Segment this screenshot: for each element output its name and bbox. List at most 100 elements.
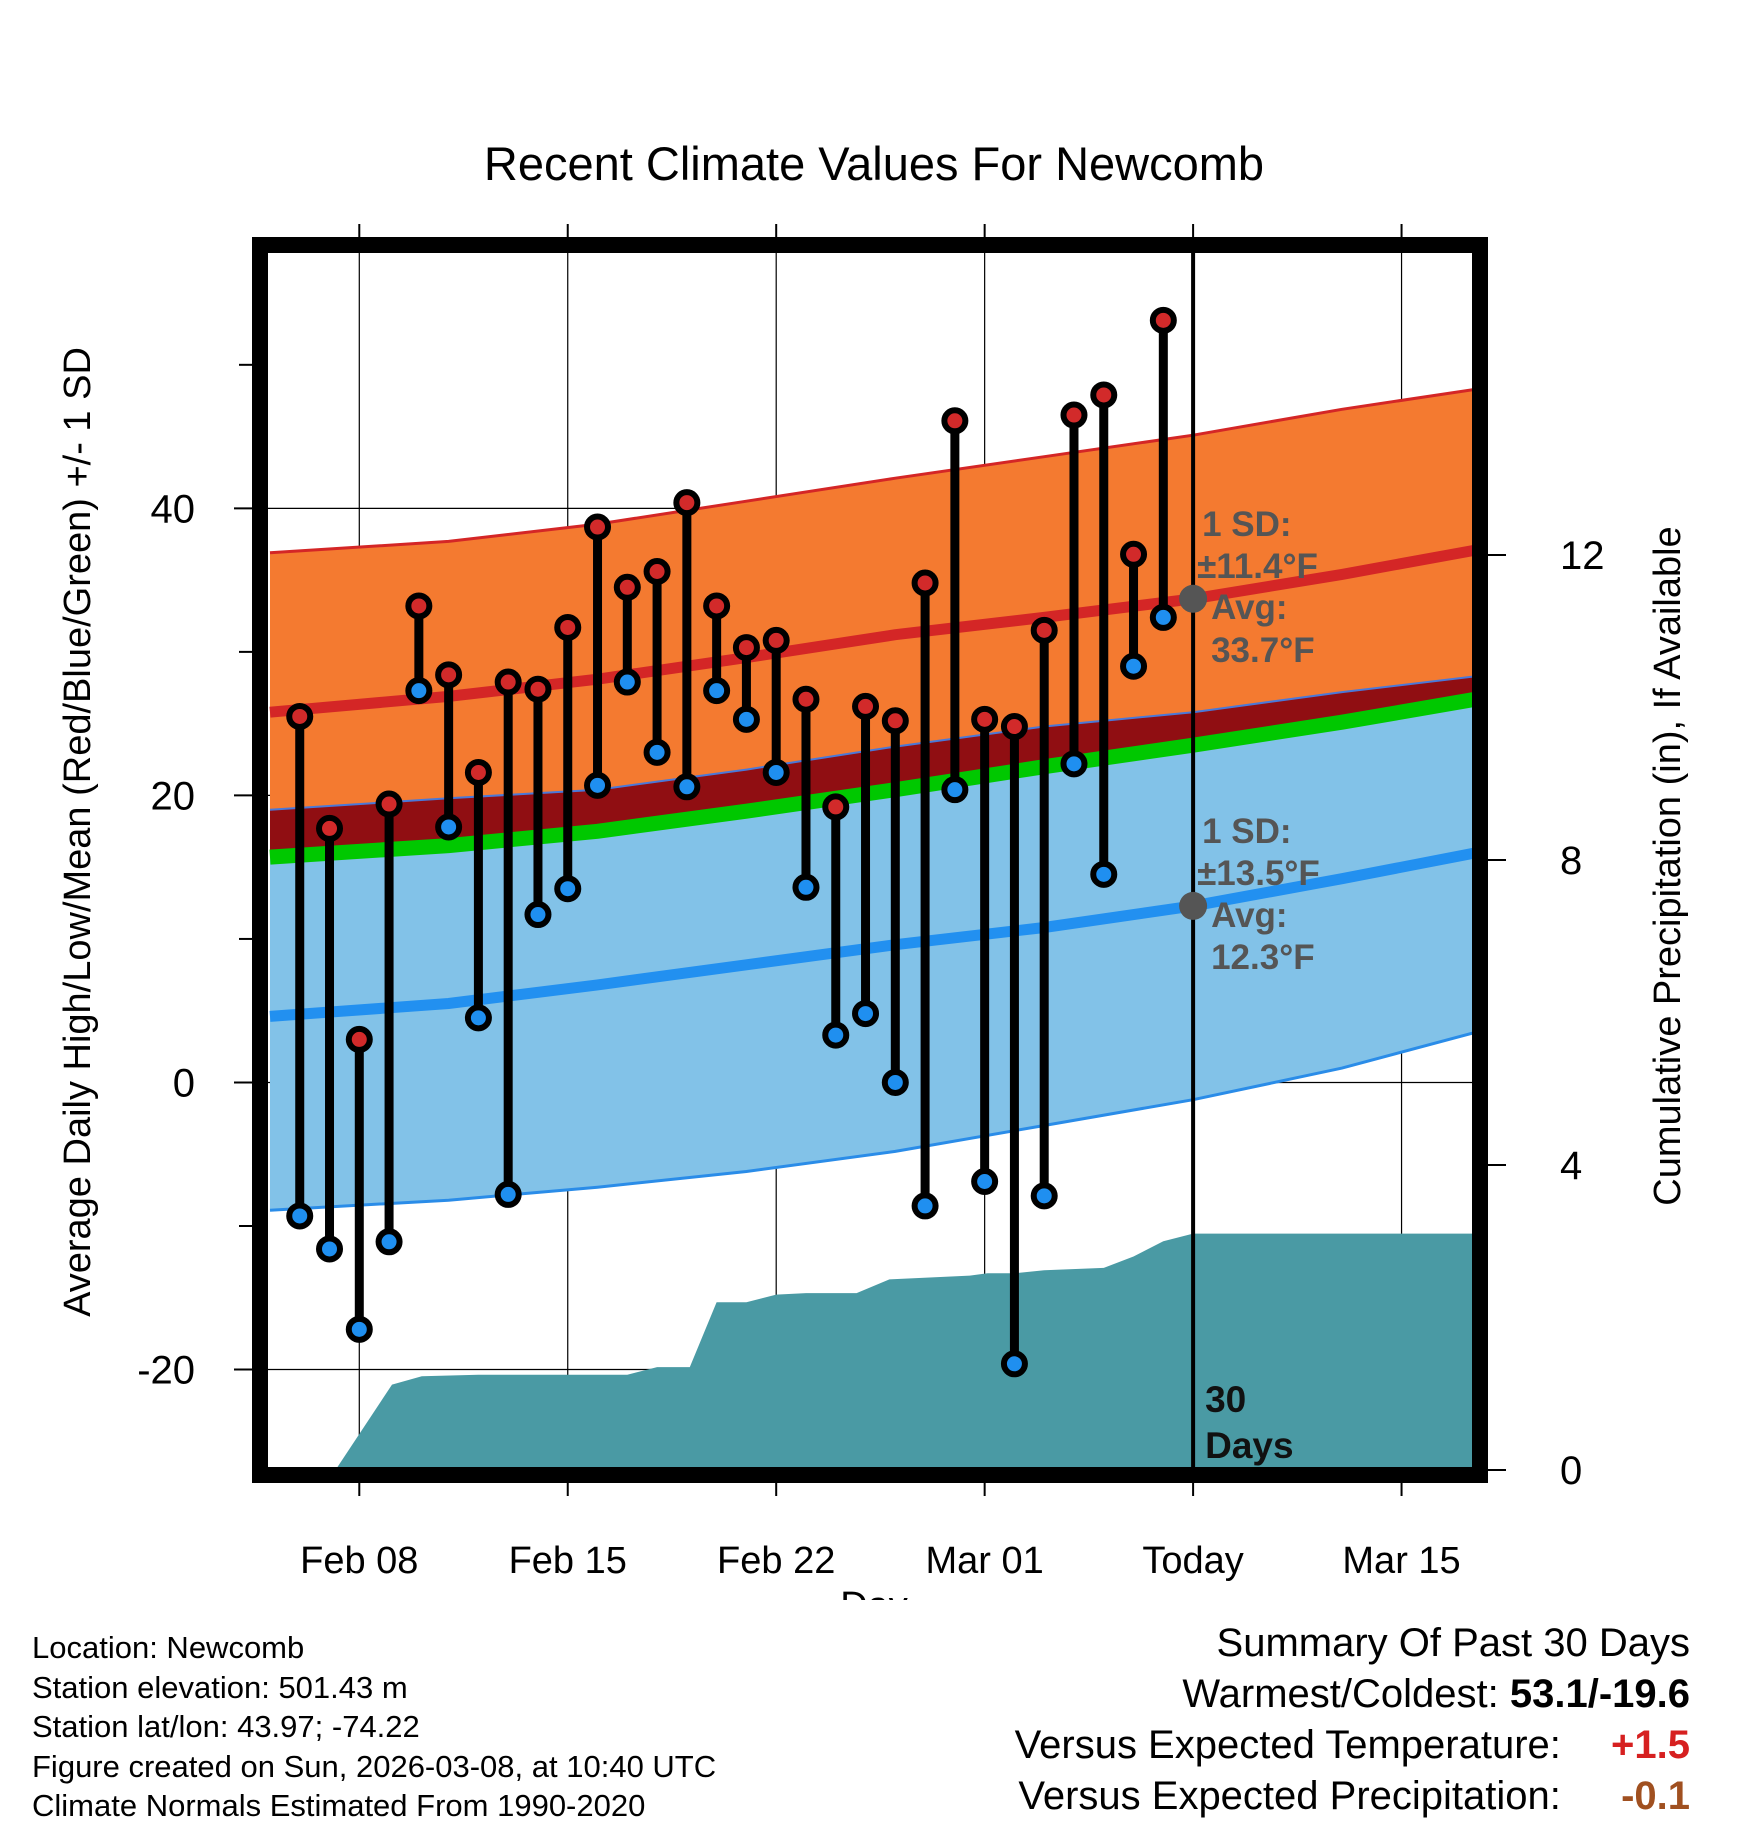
meta-latlon: Station lat/lon: 43.97; -74.22 xyxy=(32,1709,420,1744)
low-marker xyxy=(852,1000,880,1028)
low-marker xyxy=(762,758,790,786)
x-tick-label: Feb 15 xyxy=(509,1540,627,1582)
high-marker xyxy=(1149,306,1177,334)
high-marker xyxy=(405,592,433,620)
high-marker xyxy=(881,707,909,735)
low-marker xyxy=(911,1192,939,1220)
high-marker xyxy=(911,569,939,597)
precip-days-word: Days xyxy=(1205,1425,1293,1466)
low-marker xyxy=(703,677,731,705)
low-marker xyxy=(524,901,552,929)
low-marker xyxy=(613,668,641,696)
high-avg-value: 33.7°F xyxy=(1211,631,1315,670)
meta-created: Figure created on Sun, 2026-03-08, at 10… xyxy=(32,1748,717,1784)
low-marker xyxy=(405,677,433,705)
x-tick-label: Feb 22 xyxy=(717,1540,835,1582)
x-tick-label: Today xyxy=(1142,1540,1243,1582)
low-marker xyxy=(584,771,612,799)
high-marker xyxy=(435,661,463,689)
high-avg-label: Avg: xyxy=(1211,588,1287,627)
high-marker xyxy=(1000,713,1028,741)
low-sd-label: 1 SD: xyxy=(1202,812,1291,851)
low-marker xyxy=(792,873,820,901)
summary-temp-value: +1.5 xyxy=(1611,1723,1690,1767)
low-marker xyxy=(1149,603,1177,631)
y2-tick-label: 8 xyxy=(1560,839,1582,883)
high-marker xyxy=(1120,540,1148,568)
low-marker xyxy=(732,705,760,733)
y-tick-label: 40 xyxy=(151,487,196,531)
high-marker xyxy=(613,573,641,601)
precip-area xyxy=(335,1233,1476,1470)
low-marker xyxy=(673,773,701,801)
low-marker xyxy=(345,1315,373,1343)
high-marker xyxy=(375,790,403,818)
low-marker xyxy=(494,1180,522,1208)
low-marker xyxy=(464,1004,492,1032)
summary-temp-row: Versus Expected Temperature: +1.5 xyxy=(1015,1720,1690,1771)
high-marker xyxy=(1030,616,1058,644)
high-marker xyxy=(286,702,314,730)
high-marker xyxy=(852,692,880,720)
precip-days-number: 30 xyxy=(1205,1379,1246,1420)
high-marker xyxy=(1090,381,1118,409)
station-metadata: Location: Newcomb Station elevation: 501… xyxy=(32,1628,716,1826)
meta-location: Location: Newcomb xyxy=(32,1630,305,1665)
y2-tick-label: 4 xyxy=(1560,1144,1582,1188)
x-tick-label: Mar 15 xyxy=(1342,1540,1460,1582)
meta-elevation: Station elevation: 501.43 m xyxy=(32,1669,408,1705)
high-marker xyxy=(345,1025,373,1053)
high-marker xyxy=(971,705,999,733)
low-avg-label: Avg: xyxy=(1211,896,1287,935)
x-tick-label: Mar 01 xyxy=(926,1540,1044,1582)
y-axis-label: Average Daily High/Low/Mean (Red/Blue/Gr… xyxy=(57,347,99,1317)
low-marker xyxy=(1030,1182,1058,1210)
plot-area xyxy=(264,250,1476,1470)
low-marker xyxy=(971,1168,999,1196)
x-axis-label: Day xyxy=(840,1585,908,1600)
low-marker xyxy=(286,1202,314,1230)
low-marker xyxy=(1000,1350,1028,1378)
high-upper-edge xyxy=(269,387,1476,555)
low-marker xyxy=(822,1021,850,1049)
high-marker xyxy=(464,758,492,786)
y-tick-label: 0 xyxy=(173,1061,195,1105)
y-tick-label: -20 xyxy=(137,1349,195,1393)
climate-chart: Recent Climate Values For Newcomb 1 SD:±… xyxy=(57,137,1689,1600)
summary-warmest-label: Warmest/Coldest: xyxy=(1182,1672,1510,1716)
high-marker xyxy=(554,613,582,641)
summary-precip-row: Versus Expected Precipitation: -0.1 xyxy=(1015,1771,1690,1822)
low-marker xyxy=(643,738,671,766)
high-marker xyxy=(941,407,969,435)
x-tick-label: Feb 08 xyxy=(300,1540,418,1582)
low-sd-value: ±13.5°F xyxy=(1197,854,1320,893)
meta-normals: Climate Normals Estimated From 1990-2020 xyxy=(32,1788,646,1823)
low-marker xyxy=(1060,750,1088,778)
summary-precip-value: -0.1 xyxy=(1621,1774,1690,1818)
low-marker xyxy=(881,1068,909,1096)
today-high-normal-marker xyxy=(1179,584,1208,613)
summary-temp-label: Versus Expected Temperature: xyxy=(1014,1723,1572,1767)
high-sd-label: 1 SD: xyxy=(1202,505,1291,544)
summary-precip-label: Versus Expected Precipitation: xyxy=(1018,1774,1572,1818)
summary-warmest-row: Warmest/Coldest: 53.1/-19.6 xyxy=(1015,1669,1690,1720)
plot-frame xyxy=(252,237,1488,1483)
high-marker xyxy=(584,513,612,541)
high-marker xyxy=(643,558,671,586)
y-tick-label: 20 xyxy=(151,774,196,818)
high-marker xyxy=(792,685,820,713)
low-marker xyxy=(1090,860,1118,888)
high-marker xyxy=(822,793,850,821)
low-marker xyxy=(554,875,582,903)
low-marker xyxy=(375,1228,403,1256)
y2-axis-label: Cumulative Precipitation (in), If Availa… xyxy=(1647,526,1689,1205)
high-marker xyxy=(673,489,701,517)
y2-tick-label: 12 xyxy=(1560,534,1605,578)
high-marker xyxy=(524,675,552,703)
summary-panel: Summary Of Past 30 Days Warmest/Coldest:… xyxy=(1015,1618,1690,1822)
low-marker xyxy=(1120,652,1148,680)
today-low-normal-marker xyxy=(1179,891,1208,920)
high-marker xyxy=(732,634,760,662)
high-marker xyxy=(703,592,731,620)
high-marker xyxy=(494,668,522,696)
